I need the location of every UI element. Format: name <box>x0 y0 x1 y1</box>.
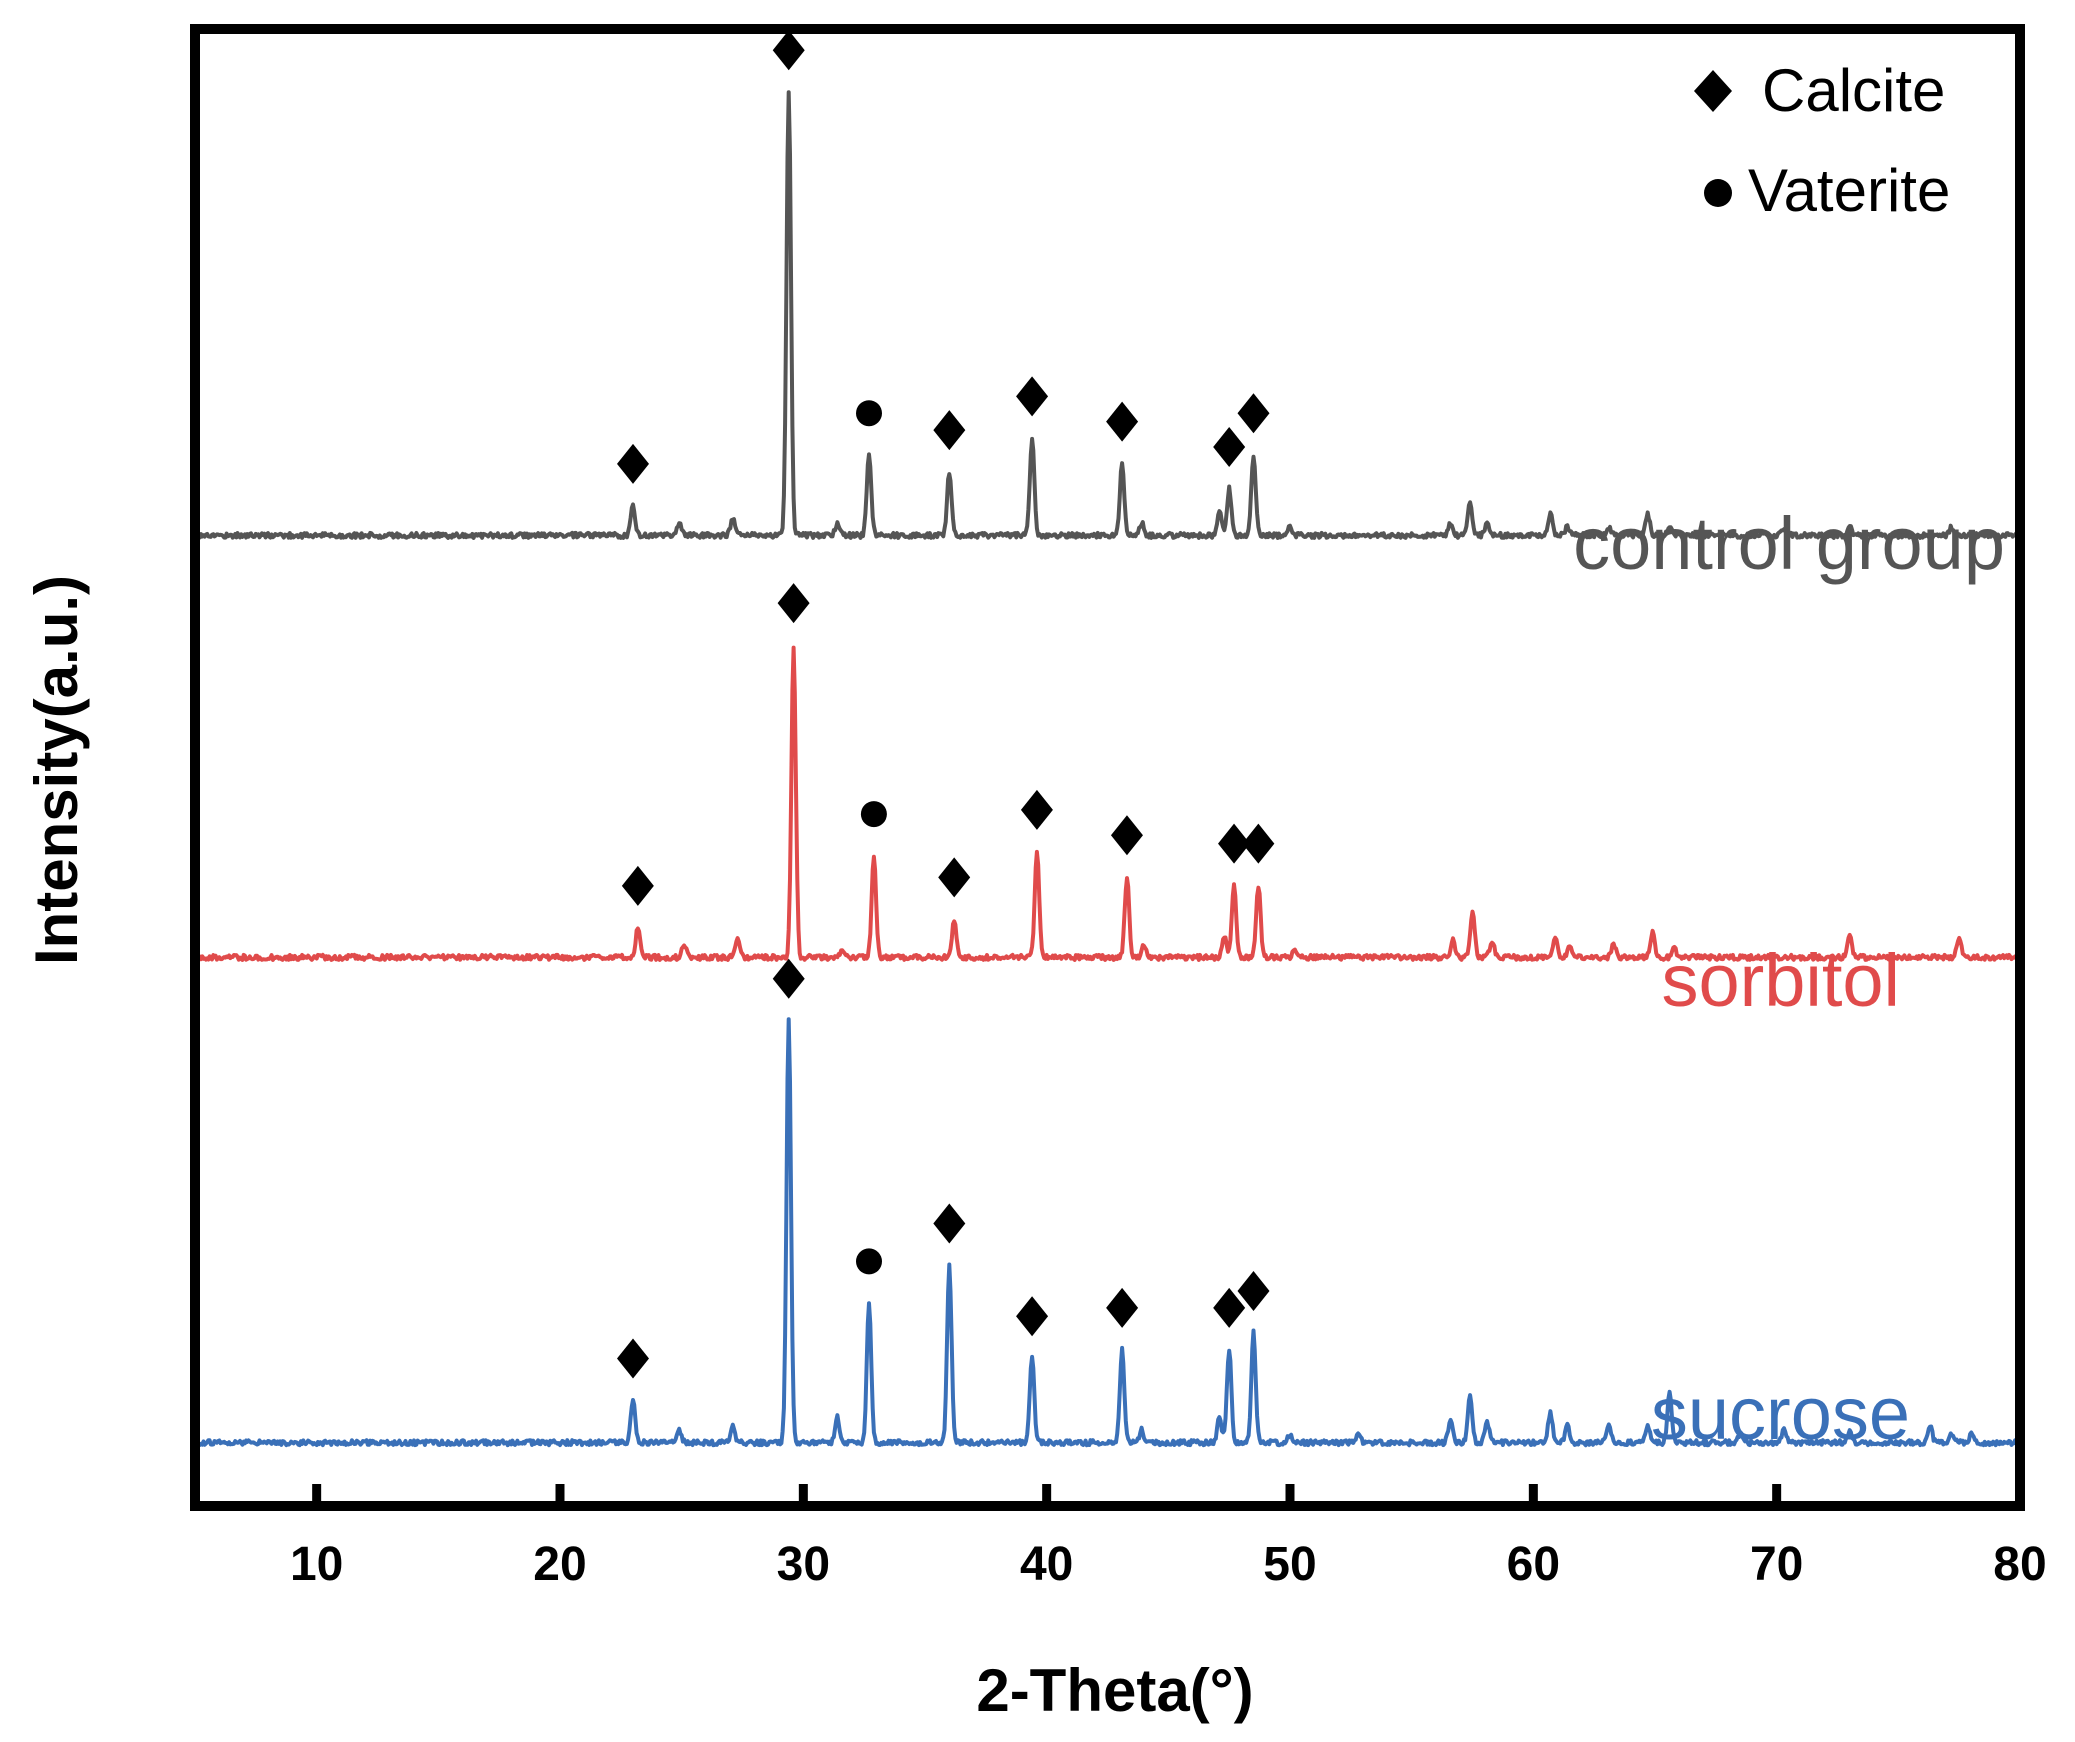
calcite-marker-icon <box>1213 426 1246 467</box>
calcite-marker-icon <box>617 443 649 484</box>
series-line-sorbitol <box>193 645 2022 962</box>
series-label-sorbitol: sorbitol <box>1661 939 1900 1022</box>
x-tick-label: 70 <box>1750 1538 1803 1591</box>
legend: Calcite Vaterite <box>1694 57 1950 224</box>
x-tick-label: 60 <box>1507 1538 1560 1591</box>
legend-vaterite-label: Vaterite <box>1748 157 1950 224</box>
calcite-marker-icon <box>772 30 805 71</box>
x-tick-label: 10 <box>290 1538 343 1591</box>
x-tick-label: 80 <box>1993 1538 2046 1591</box>
calcite-marker-icon <box>777 583 810 624</box>
series-label-control-group: control group <box>1573 502 2005 585</box>
series-line-control-group <box>193 90 2022 540</box>
vaterite-marker-icon <box>856 1248 882 1275</box>
legend-calcite-marker-icon <box>1694 70 1732 112</box>
x-tick-label: 50 <box>1263 1538 1316 1591</box>
series-line-sucrose <box>194 1017 2021 1448</box>
series-label-sucrose: sucrose <box>1651 1372 1910 1455</box>
calcite-marker-icon <box>1020 789 1053 830</box>
legend-vaterite-marker-icon <box>1704 179 1732 207</box>
calcite-marker-icon <box>1016 376 1049 417</box>
y-axis-title: Intensity(a.u.) <box>23 575 90 965</box>
plot-frame <box>190 24 2025 1511</box>
calcite-marker-icon <box>1110 815 1143 856</box>
calcite-marker-icon <box>1106 1287 1139 1328</box>
calcite-marker-icon <box>1016 1296 1049 1337</box>
calcite-marker-icon <box>1218 823 1251 864</box>
calcite-marker-icon <box>933 1203 966 1244</box>
x-tick-label: 40 <box>1020 1538 1073 1591</box>
calcite-marker-icon <box>617 1338 649 1379</box>
vaterite-marker-icon <box>860 801 887 828</box>
calcite-marker-icon <box>1237 1270 1270 1311</box>
calcite-marker-icon <box>1237 393 1270 434</box>
calcite-marker-icon <box>1213 1287 1246 1328</box>
calcite-marker-icon <box>933 410 966 451</box>
x-axis-title: 2-Theta(°) <box>976 1657 1253 1724</box>
legend-calcite-label: Calcite <box>1762 57 1945 124</box>
vaterite-marker-icon <box>856 400 882 427</box>
calcite-marker-icon <box>1242 823 1275 864</box>
calcite-marker-icon <box>621 865 654 906</box>
calcite-marker-icon <box>1106 401 1139 442</box>
x-tick-label: 30 <box>777 1538 830 1591</box>
x-tick-label: 20 <box>533 1538 586 1591</box>
calcite-marker-icon <box>772 958 805 999</box>
calcite-marker-icon <box>938 857 971 898</box>
